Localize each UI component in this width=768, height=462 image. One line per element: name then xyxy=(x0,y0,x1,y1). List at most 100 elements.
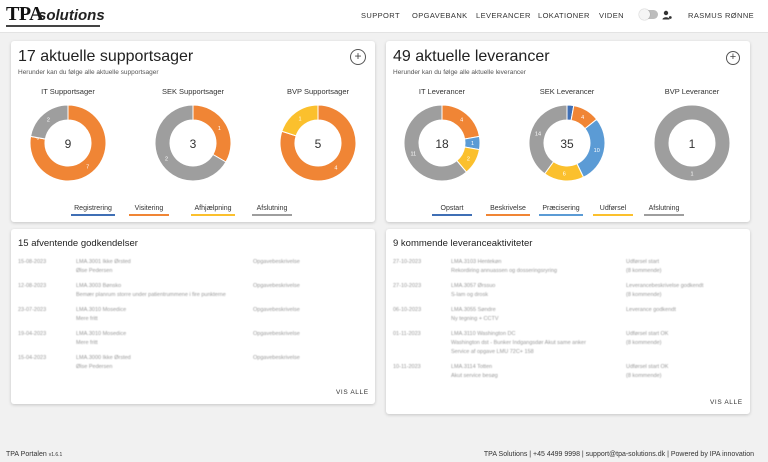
approval-desc: Mere fritt xyxy=(76,340,98,346)
activity-case: LMA.3057 Ørssuo xyxy=(451,283,496,289)
legend-label: Afhjælpning xyxy=(194,205,232,212)
add-delivery-button[interactable]: + xyxy=(726,51,740,65)
legend-line xyxy=(252,214,292,216)
footer: TPA Portalen v1.6.1 TPA Solutions | +45 … xyxy=(0,446,768,462)
activity-case: LMA.3110 Washington DC xyxy=(451,331,516,337)
pending-approvals-card: 15 afventende godkendelser 15-08-2023 LM… xyxy=(11,229,375,404)
footer-app-name: TPA Portalen xyxy=(6,451,47,458)
footer-company-info[interactable]: TPA Solutions | +45 4499 9998 | support@… xyxy=(483,451,754,458)
toggle-knob xyxy=(639,9,650,20)
support-card-title: 17 aktuelle supportsager xyxy=(18,48,194,65)
user-name[interactable]: RASMUS RØNNE xyxy=(688,11,755,20)
donut-segment-label: 1 xyxy=(471,141,474,147)
approval-status: Opgavebeskrivelse xyxy=(253,283,300,289)
deliveries-card: 49 aktuelle leverancer Herunder kan du f… xyxy=(386,41,750,222)
donut-segment[interactable] xyxy=(281,104,319,137)
logo-text-solutions: solutions xyxy=(38,7,105,24)
donut-segment-label: 2 xyxy=(467,156,470,162)
theme-toggle[interactable] xyxy=(639,9,658,20)
legend-label: Opstart xyxy=(440,205,464,212)
legend-line xyxy=(432,214,472,216)
activity-status: Udførsel start xyxy=(626,259,660,265)
activity-status: Udførsel start OK xyxy=(626,331,669,337)
donut-chart-bvp-leverancer[interactable]: 1 xyxy=(652,103,732,183)
donut-segment-label: 7 xyxy=(86,164,89,170)
donut-segment[interactable] xyxy=(653,104,731,182)
nav-item-leverancer[interactable]: LEVERANCER xyxy=(476,11,531,20)
legend-beskrivelse[interactable]: Beskrivelse xyxy=(486,205,530,216)
activity-desc: Rekordiring annuassen og dosseringsryrin… xyxy=(451,268,558,274)
donut-segment-label: 1 xyxy=(299,116,302,122)
activity-status: Leverancebeskrivelse godkendt xyxy=(626,283,704,289)
tpa-solutions-logo[interactable]: TPA solutions xyxy=(6,3,105,28)
donut-segment[interactable] xyxy=(154,104,227,182)
legend-line xyxy=(191,214,235,216)
approval-case: LMA.3003 Bønsko xyxy=(76,283,122,289)
approval-case: LMA.3000 Ikke Ørsted xyxy=(76,355,131,361)
activity-desc: Akut service besøg xyxy=(451,373,498,379)
approval-case: LMA.3001 Ikke Ørsted xyxy=(76,259,131,265)
logo-underline xyxy=(6,25,100,27)
nav-item-support[interactable]: SUPPORT xyxy=(361,11,400,20)
approvals-title: 15 afventende godkendelser xyxy=(18,238,138,249)
support-cases-card: 17 aktuelle supportsager Herunder kan du… xyxy=(11,41,375,222)
activity-desc: Washington dst - Bunker Indgangsdør Akut… xyxy=(451,340,586,346)
legend-praecisering[interactable]: Præcisering xyxy=(539,205,583,216)
legend-line xyxy=(539,214,583,216)
donut-segment[interactable] xyxy=(192,104,232,163)
nav-item-opgavebank[interactable]: OPGAVEBANK xyxy=(412,11,468,20)
activity-date: 27-10-2023 xyxy=(393,259,422,265)
donut-segment-label: 2 xyxy=(165,156,168,162)
legend-afslutning[interactable]: Afslutning xyxy=(252,205,292,216)
activity-desc-extra: Service af opgave LMU 72C+ 158 xyxy=(451,349,534,355)
legend-afhjaelpning[interactable]: Afhjælpning xyxy=(191,205,235,216)
donut-chart-sek-support[interactable]: 12 xyxy=(153,103,233,183)
legend-label: Afslutning xyxy=(256,205,288,212)
footer-version: v1.6.1 xyxy=(48,452,63,458)
donut-label-bvp-support: BVP Supportsager xyxy=(287,87,349,96)
donut-chart-it-support[interactable]: 7 0 2 xyxy=(28,103,108,183)
donut-segment-label: 1 xyxy=(218,126,221,132)
approval-date: 15-04-2023 xyxy=(18,355,47,361)
activity-status: Leverance godkendt xyxy=(626,307,676,313)
activity-date: 27-10-2023 xyxy=(393,283,422,289)
approvals-view-all-button[interactable]: VIS ALLE xyxy=(336,389,369,396)
donut-chart-sek-leverancer[interactable]: 4 10 6 14 xyxy=(527,103,607,183)
donut-label-bvp-leverancer: BVP Leverancer xyxy=(664,87,720,96)
donut-segment[interactable] xyxy=(29,104,69,140)
donut-total-sek-leverancer: 35 xyxy=(560,137,574,151)
approval-date: 19-04-2023 xyxy=(18,331,47,337)
legend-afslutning[interactable]: Afslutning xyxy=(644,205,684,216)
donut-chart-bvp-support[interactable]: 41 xyxy=(278,103,358,183)
legend-label: Beskrivelse xyxy=(490,205,526,212)
legend-line xyxy=(71,214,115,216)
donut-segment[interactable] xyxy=(528,104,568,175)
activity-case: LMA.3103 Hentekøn xyxy=(451,259,502,265)
approval-case: LMA.3010 Mosedice xyxy=(76,331,127,337)
user-settings-icon[interactable] xyxy=(662,10,672,20)
nav-item-lokationer[interactable]: LOKATIONER xyxy=(538,11,590,20)
approval-date: 15-08-2023 xyxy=(18,259,47,265)
legend-visitering[interactable]: Visitering xyxy=(129,205,169,216)
deliveries-card-title: 49 aktuelle leverancer xyxy=(393,48,550,65)
nav-item-viden[interactable]: VIDEN xyxy=(599,11,624,20)
approval-desc: Ølse Pedersen xyxy=(76,268,113,274)
activity-date: 06-10-2023 xyxy=(393,307,422,313)
approval-case: LMA.3010 Mosedice xyxy=(76,307,127,313)
donut-segment[interactable] xyxy=(403,104,468,182)
approval-status: Opgavebeskrivelse xyxy=(253,355,300,361)
legend-registrering[interactable]: Registrering xyxy=(71,205,115,216)
donut-chart-it-leverancer[interactable]: 4 1 2 11 xyxy=(402,103,482,183)
donut-segment-label: 4 xyxy=(581,115,584,121)
donut-segment[interactable] xyxy=(279,104,357,182)
donut-total-it-support: 9 xyxy=(64,137,72,151)
donut-segment[interactable] xyxy=(29,104,107,182)
activities-view-all-button[interactable]: VIS ALLE xyxy=(710,399,743,406)
donut-segment-label: 4 xyxy=(460,118,463,124)
legend-opstart[interactable]: Opstart xyxy=(432,205,472,216)
add-support-case-button[interactable]: + xyxy=(350,49,366,65)
deliveries-card-subtitle: Herunder kan du følge alle aktuelle leve… xyxy=(393,69,526,76)
upcoming-activities-card: 9 kommende leveranceaktiviteter 27-10-20… xyxy=(386,229,750,414)
legend-udfoersel[interactable]: Udførsel xyxy=(593,205,633,216)
approval-desc: Ølse Pedersen xyxy=(76,364,113,370)
